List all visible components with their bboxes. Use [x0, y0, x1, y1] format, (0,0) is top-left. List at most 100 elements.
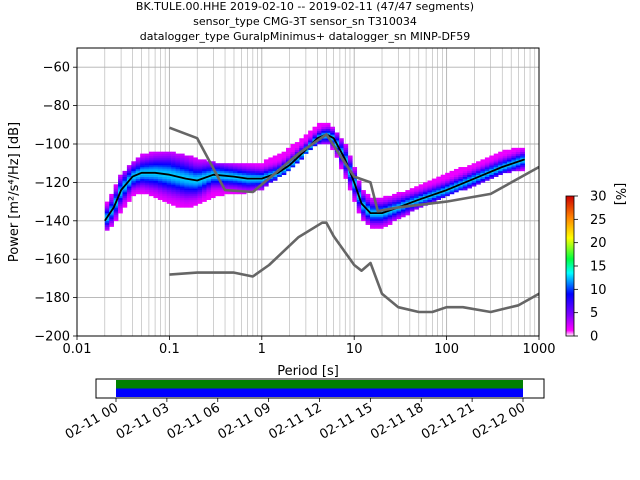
- density-cell: [445, 174, 450, 177]
- density-cell: [237, 192, 243, 195]
- density-cell: [140, 161, 145, 164]
- density-cell: [507, 151, 512, 154]
- density-cell: [157, 153, 163, 156]
- density-cell: [489, 165, 495, 168]
- density-cell: [232, 192, 238, 195]
- density-cell: [171, 184, 176, 187]
- density-cell: [471, 170, 477, 174]
- density-cell: [232, 178, 238, 181]
- density-cell: [246, 180, 251, 183]
- density-cell: [343, 174, 349, 177]
- series-line-2: [168, 126, 539, 213]
- density-cell: [149, 153, 154, 156]
- density-cell: [330, 128, 335, 131]
- density-cell: [184, 197, 190, 200]
- density-cell: [166, 168, 172, 172]
- density-cell: [162, 186, 167, 189]
- density-cell: [184, 188, 190, 191]
- density-cell: [144, 176, 150, 179]
- density-cell: [219, 190, 225, 193]
- density-cell: [113, 211, 119, 214]
- density-cell: [259, 172, 265, 176]
- density-cell: [206, 184, 212, 187]
- density-cell: [356, 190, 362, 193]
- density-cell: [162, 167, 167, 170]
- density-cell: [135, 182, 141, 185]
- density-cell: [498, 168, 503, 172]
- density-cell: [246, 165, 251, 168]
- density-cell: [263, 184, 269, 187]
- density-cell: [193, 190, 198, 193]
- density-cell: [440, 188, 446, 191]
- density-cell: [162, 180, 167, 183]
- density-cell: [405, 195, 411, 199]
- density-cell: [502, 170, 508, 174]
- density-cell: [202, 172, 207, 176]
- density-cell: [109, 220, 114, 224]
- density-cell: [471, 174, 477, 177]
- density-cell: [431, 199, 437, 202]
- density-cell: [343, 145, 349, 149]
- density-cell: [493, 161, 499, 164]
- density-cell: [237, 186, 243, 189]
- density-cell: [104, 220, 110, 224]
- density-cell: [193, 199, 198, 202]
- density-cell: [458, 184, 464, 187]
- density-cell: [449, 178, 455, 181]
- density-cell: [131, 161, 137, 164]
- density-cell: [206, 190, 212, 193]
- density-cell: [104, 228, 110, 231]
- density-cell: [312, 132, 318, 135]
- density-cell: [405, 209, 411, 212]
- density-cell: [224, 172, 229, 176]
- density-cell: [255, 184, 260, 187]
- density-cell: [135, 159, 141, 162]
- density-cell: [241, 167, 247, 170]
- density-cell: [330, 134, 335, 137]
- density-cell: [312, 136, 318, 139]
- density-cell: [396, 203, 402, 206]
- density-cell: [188, 176, 194, 179]
- density-cell: [445, 172, 450, 176]
- density-cell: [423, 188, 428, 191]
- density-cell: [144, 184, 150, 187]
- density-cell: [449, 180, 455, 183]
- density-cell: [166, 159, 172, 162]
- density-cell: [272, 163, 278, 166]
- density-cell: [157, 165, 163, 168]
- density-cell: [246, 186, 251, 189]
- density-cell: [149, 157, 154, 160]
- density-cell: [219, 168, 225, 172]
- density-cell: [396, 201, 402, 204]
- density-cell: [352, 192, 358, 195]
- colorbar-ticks: 0 5 10 15 20 25 30: [574, 190, 607, 345]
- density-cell: [184, 193, 190, 197]
- density-cell: [431, 178, 437, 181]
- density-cell: [131, 192, 137, 195]
- density-cell: [166, 176, 172, 179]
- density-cell: [162, 197, 167, 200]
- density-cell: [135, 157, 141, 160]
- density-cell: [440, 184, 446, 187]
- density-cell: [113, 195, 119, 199]
- density-cell: [418, 188, 424, 191]
- density-cell: [484, 174, 490, 177]
- density-cell: [484, 167, 490, 170]
- density-cell: [193, 195, 198, 199]
- density-cell: [206, 168, 212, 172]
- density-cell: [286, 153, 291, 156]
- density-cell: [193, 167, 198, 170]
- data-lines: [104, 126, 539, 314]
- density-cell: [440, 174, 446, 177]
- density-cell: [498, 155, 503, 158]
- density-cell: [352, 172, 358, 176]
- density-cell: [193, 172, 198, 176]
- density-cell: [202, 168, 207, 172]
- density-cell: [188, 195, 194, 199]
- density-cell: [215, 190, 221, 193]
- density-cell: [489, 157, 495, 160]
- density-cell: [480, 168, 486, 172]
- density-cell: [330, 138, 335, 141]
- density-cell: [462, 172, 468, 176]
- density-cell: [316, 128, 322, 131]
